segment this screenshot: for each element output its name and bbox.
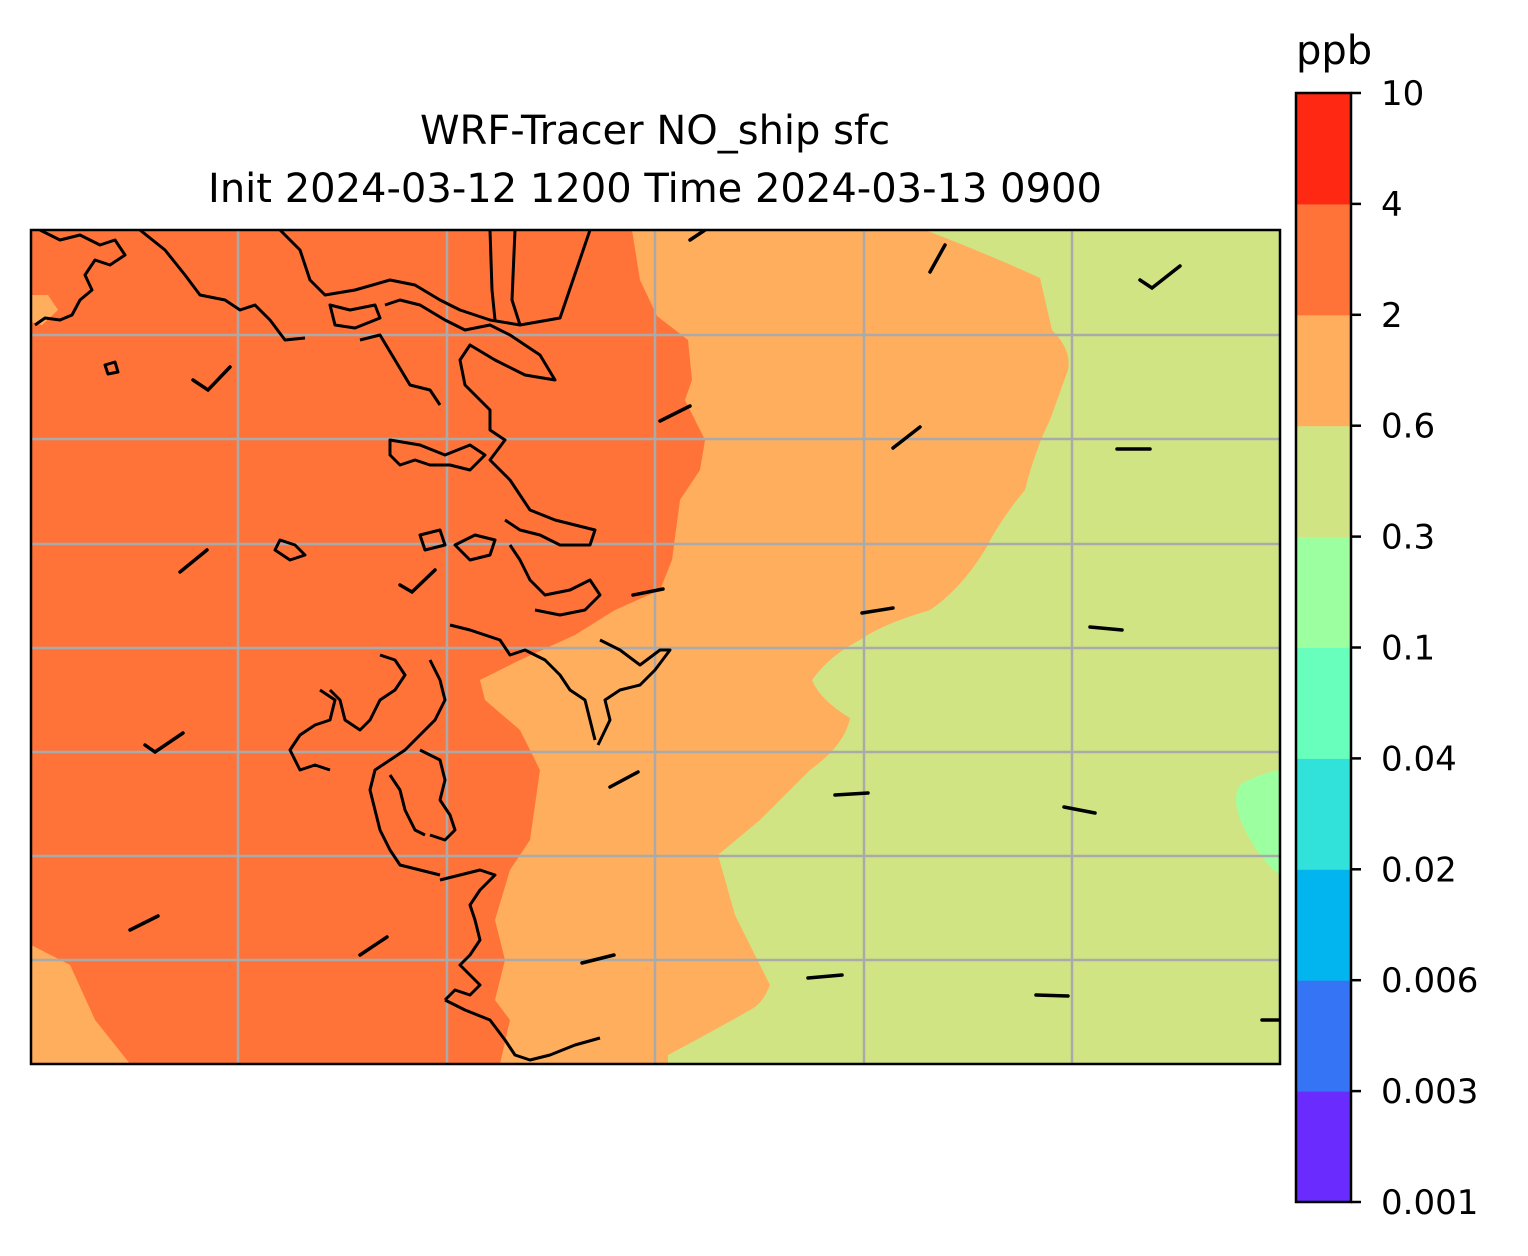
colorbar-tick-label: 0.04 <box>1381 739 1457 779</box>
colorbar-tick-label: 0.001 <box>1381 1183 1478 1223</box>
colorbar-segment <box>1296 647 1351 759</box>
colorbar: 0.001 0.003 0.006 0.02 0.04 0.1 0.3 0.6 2 4 10 <box>1294 74 1478 1223</box>
colorbar-tick-label: 4 <box>1381 185 1403 225</box>
colorbar-segment <box>1296 980 1351 1092</box>
colorbar-tick-label: 10 <box>1381 74 1424 114</box>
gridlines <box>31 230 1280 1064</box>
colorbar-segment <box>1296 536 1351 648</box>
region-small-patch-bottom-left <box>31 945 130 1064</box>
colorbar-segment <box>1296 1091 1351 1203</box>
colorbar-segment <box>1296 314 1351 427</box>
region-far-east-fill <box>1236 770 1280 875</box>
colorbar-unit-label: ppb <box>1296 28 1373 74</box>
colorbar-tick-label: 0.003 <box>1381 1072 1478 1112</box>
colorbar-segment <box>1296 758 1351 870</box>
colorbar-tick-label: 0.1 <box>1381 629 1435 669</box>
colorbar-tick-label: 0.02 <box>1381 850 1457 890</box>
map-title-line1: WRF-Tracer NO_ship sfc <box>419 108 891 154</box>
colorbar-segment <box>1296 425 1351 538</box>
map-frame <box>29 228 1282 1066</box>
colorbar-tick-label: 0.3 <box>1381 518 1435 558</box>
region-small-patch-top-left <box>31 295 58 325</box>
wind-barbs <box>128 230 1280 1022</box>
colorbar-tick-label: 0.006 <box>1381 961 1478 1001</box>
colorbar-segment <box>1296 93 1351 205</box>
map-panel <box>31 230 1280 1064</box>
colorbar-segment <box>1296 203 1351 316</box>
colorbar-segment <box>1296 869 1351 981</box>
colorbar-tick-label: 0.6 <box>1381 407 1435 447</box>
colorbar-tick-label: 2 <box>1381 296 1403 336</box>
map-title-line2: Init 2024-03-12 1200 Time 2024-03-13 090… <box>208 166 1102 212</box>
coastlines <box>34 230 672 1062</box>
